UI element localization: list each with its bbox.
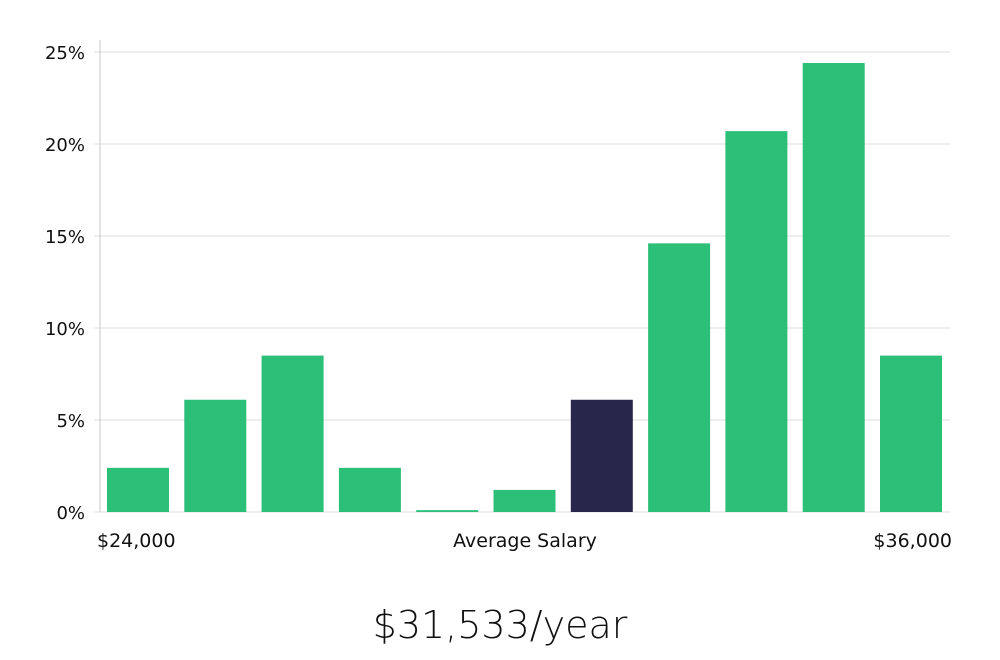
bar-highlighted (570, 399, 633, 512)
y-tick-label: 25% (45, 43, 85, 64)
y-tick-label: 20% (45, 135, 85, 156)
y-tick-label: 0% (56, 503, 85, 524)
bar (184, 399, 247, 512)
y-tick-label: 5% (56, 411, 85, 432)
bar (493, 489, 556, 512)
y-tick-label: 15% (45, 227, 85, 248)
bar (338, 467, 401, 512)
y-tick-label: 10% (45, 319, 85, 340)
bar (802, 63, 865, 512)
bar (648, 243, 711, 513)
bar (880, 355, 942, 512)
bar (107, 467, 169, 512)
bar (725, 131, 788, 512)
y-axis-ticks: 0% 5% 10% 15% 20% 25% (45, 43, 85, 524)
x-axis-start-label: $24,000 (97, 530, 176, 552)
bar (261, 355, 324, 512)
bar (416, 510, 479, 512)
bars (107, 63, 942, 513)
average-salary-value: $31,533/year (372, 603, 628, 647)
x-axis-end-label: $36,000 (873, 530, 952, 552)
salary-distribution-chart: 0%5%10%15%20%25% $24,000 Average Salary … (45, 40, 952, 552)
x-axis-title: Average Salary (453, 530, 597, 552)
